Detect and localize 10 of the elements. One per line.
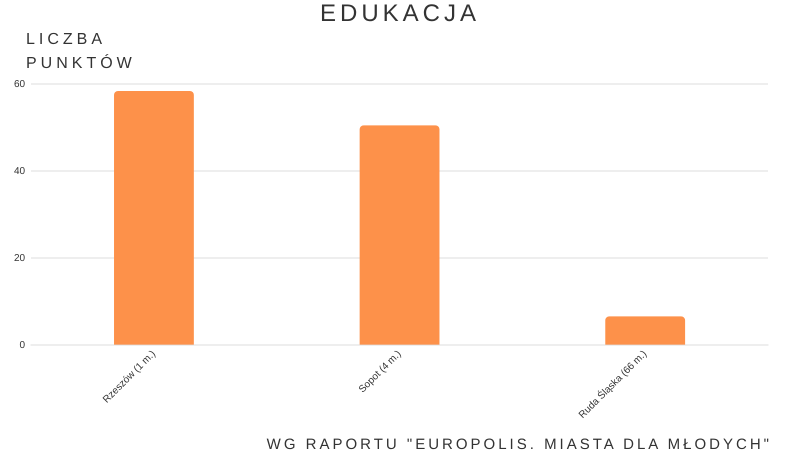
y-tick-label: 20 (14, 252, 26, 264)
bar (360, 125, 440, 345)
y-tick-label: 0 (20, 340, 26, 351)
bar (605, 316, 686, 345)
chart-title: EDUKACJA (318, 0, 482, 28)
text: WG RAPORTU "EUROPOLIS. MIASTA DLA MŁODYCH" (266, 436, 772, 453)
y-tick-label: 40 (14, 166, 26, 177)
bar (114, 90, 194, 345)
y-tick-label: 60 (14, 78, 26, 90)
y-axis-title: LICZBA PUNKTÓW (26, 30, 137, 74)
